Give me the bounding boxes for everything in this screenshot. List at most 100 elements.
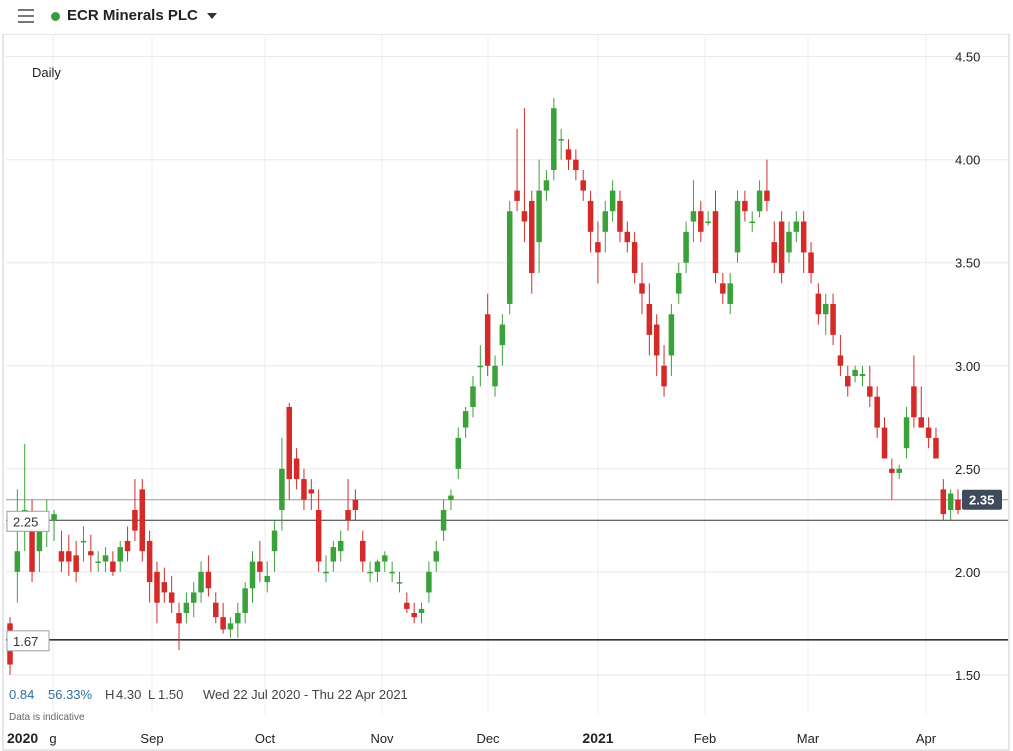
candle-body xyxy=(852,369,858,377)
candle xyxy=(286,402,293,500)
candle xyxy=(352,489,359,521)
candle-body xyxy=(205,571,212,589)
candle-body xyxy=(881,427,888,459)
candle-body xyxy=(911,386,917,418)
candle-body xyxy=(88,551,94,556)
reference-label-box[interactable] xyxy=(6,630,50,652)
candle xyxy=(712,190,719,284)
candle-body xyxy=(639,283,645,294)
candle xyxy=(911,355,917,428)
candle xyxy=(742,190,748,222)
candle xyxy=(609,180,616,222)
candle xyxy=(418,602,425,624)
candle-body xyxy=(301,479,307,500)
candle-body xyxy=(36,530,43,552)
candle-body xyxy=(940,489,947,515)
candle-body xyxy=(323,571,329,574)
candle-body xyxy=(198,571,204,593)
candle xyxy=(675,262,682,304)
candle-body xyxy=(161,582,168,593)
candle-body xyxy=(499,324,506,346)
candle-body xyxy=(359,540,366,562)
candle-body xyxy=(867,386,873,397)
candle-body xyxy=(235,613,241,624)
candle xyxy=(808,242,814,284)
candle xyxy=(580,170,586,201)
candle xyxy=(506,200,513,315)
candle xyxy=(367,561,373,583)
y-tick-label: 1.50 xyxy=(955,668,980,683)
candle-body xyxy=(345,510,351,521)
candle xyxy=(484,293,491,377)
candle xyxy=(315,489,322,572)
hamburger-menu-icon[interactable] xyxy=(18,9,34,23)
candle xyxy=(242,582,248,624)
candle xyxy=(698,200,704,243)
candle xyxy=(602,200,609,253)
market-status-indicator xyxy=(51,12,60,21)
candle xyxy=(529,190,535,294)
x-tick-label: 2020 xyxy=(7,730,38,746)
candle-body xyxy=(756,190,763,212)
candle-body xyxy=(506,211,513,304)
candle xyxy=(220,602,226,634)
candle-body xyxy=(154,571,160,603)
candle-body xyxy=(58,551,65,562)
candle xyxy=(889,458,895,500)
stat-date-range: Wed 22 Jul 2020 - Thu 22 Apr 2021 xyxy=(203,687,408,702)
candle-body xyxy=(727,283,733,304)
candle-body xyxy=(771,242,778,263)
candle-body xyxy=(749,221,755,224)
price-chart[interactable]: 4.50 4.00 3.50 3.00 2.50 2.00 1.50 2020 g Sep Oct N… xyxy=(2,34,1013,751)
candle xyxy=(565,139,572,170)
y-tick-label: 4.50 xyxy=(955,50,980,65)
candle-body xyxy=(470,386,476,407)
candle-body xyxy=(183,602,190,614)
instrument-title[interactable]: ECR Minerals PLC xyxy=(67,7,198,24)
candle-body xyxy=(418,608,425,614)
candle xyxy=(470,376,476,418)
x-tick-label: g xyxy=(49,731,56,746)
candle xyxy=(646,283,653,356)
candle-body xyxy=(565,149,572,160)
candle xyxy=(308,479,315,510)
last-price-label: 2.35 xyxy=(969,493,994,508)
reference-label-box[interactable] xyxy=(6,510,50,532)
chevron-down-icon[interactable] xyxy=(207,13,217,19)
candle-body xyxy=(190,592,197,603)
candle xyxy=(499,314,506,366)
candle xyxy=(639,262,645,315)
candle-body xyxy=(396,582,403,584)
candle xyxy=(168,575,175,614)
candle-body xyxy=(102,555,109,562)
candle xyxy=(793,211,800,243)
candle-body xyxy=(227,623,234,630)
candle xyxy=(21,444,28,552)
candle-body xyxy=(720,283,726,294)
candle xyxy=(345,479,351,531)
candle xyxy=(66,534,72,576)
candle-body xyxy=(786,231,792,253)
candle xyxy=(183,592,190,624)
y-tick-label: 4.00 xyxy=(955,153,980,168)
candle xyxy=(213,592,219,624)
candle xyxy=(440,499,447,541)
candle-body xyxy=(213,602,219,618)
candle xyxy=(477,345,484,387)
candle-body xyxy=(551,108,557,170)
candle-body xyxy=(66,551,72,562)
x-tick-label: Dec xyxy=(476,731,500,746)
candle xyxy=(132,479,138,541)
candle xyxy=(852,365,858,383)
y-tick-label: 3.50 xyxy=(955,256,980,271)
candle xyxy=(925,417,932,449)
candle-body xyxy=(903,417,910,449)
candle xyxy=(374,559,381,583)
candle xyxy=(631,231,638,284)
candle xyxy=(492,355,498,397)
candle-body xyxy=(675,273,682,294)
candle xyxy=(830,293,836,346)
candle-body xyxy=(734,200,741,253)
candle xyxy=(455,427,462,480)
reference-label: 2.25 xyxy=(13,514,38,529)
